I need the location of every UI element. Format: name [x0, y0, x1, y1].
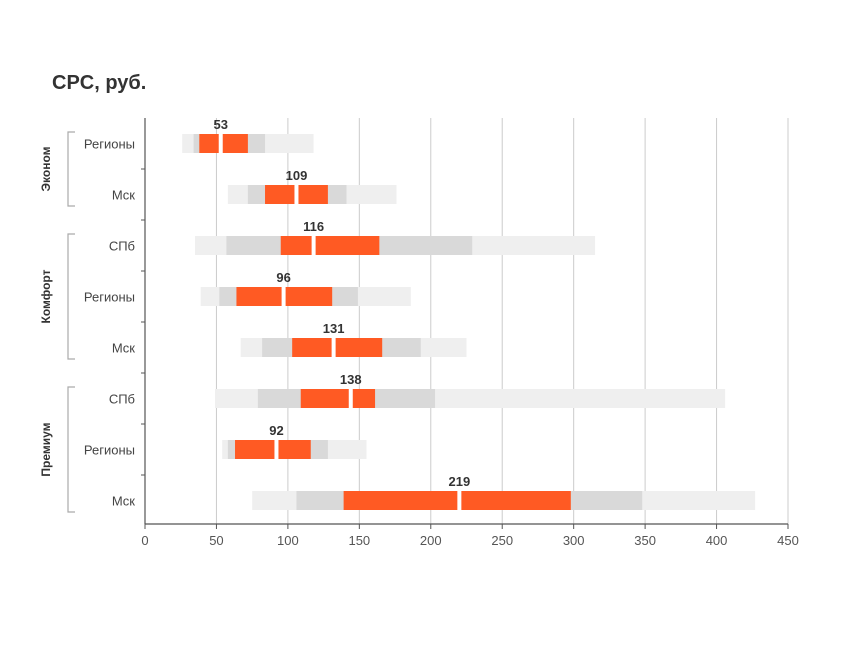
x-tick-label: 150 — [348, 533, 370, 548]
range-bars — [182, 133, 756, 511]
core-range-bar — [235, 440, 311, 459]
median-marker — [294, 184, 299, 205]
median-marker — [348, 388, 353, 409]
x-tick-label: 300 — [563, 533, 585, 548]
median-value-label: 138 — [340, 372, 362, 387]
x-tick-label: 400 — [706, 533, 728, 548]
row-label: Регионы — [84, 137, 135, 152]
median-marker — [311, 235, 316, 256]
x-tick-label: 350 — [634, 533, 656, 548]
x-tick-label: 250 — [491, 533, 513, 548]
core-range-bar — [300, 389, 376, 408]
core-range-bar — [292, 338, 383, 357]
labels: 0 50 100 150 200 250 300 350 400 450 53 Регионы 109 М… — [39, 117, 799, 548]
median-marker — [457, 490, 462, 511]
group-bracket — [67, 386, 75, 513]
group-bracket — [67, 233, 75, 360]
median-marker — [274, 439, 279, 460]
core-range-bar — [280, 236, 380, 255]
median-value-label: 116 — [303, 219, 324, 234]
row-label: Мск — [112, 188, 135, 203]
x-tick-label: 50 — [209, 533, 223, 548]
x-tick-label: 200 — [420, 533, 442, 548]
median-value-label: 131 — [323, 321, 345, 336]
median-value-label: 92 — [269, 423, 283, 438]
group-label: Комфорт — [39, 269, 53, 323]
median-marker — [218, 133, 223, 154]
row-label: Мск — [112, 341, 135, 356]
median-marker — [281, 286, 286, 307]
median-value-label: 109 — [286, 168, 308, 183]
chart-title: CPC, руб. — [52, 72, 147, 94]
axes — [67, 118, 789, 529]
group-label: Премиум — [39, 422, 53, 476]
core-range-bar — [199, 134, 248, 153]
row-label: Регионы — [84, 443, 135, 458]
group-label: Эконом — [39, 146, 53, 191]
row-label: Мск — [112, 494, 135, 509]
median-value-label: 53 — [213, 117, 227, 132]
row-label: Регионы — [84, 290, 135, 305]
x-tick-label: 0 — [141, 533, 148, 548]
median-value-label: 96 — [276, 270, 290, 285]
x-tick-label: 450 — [777, 533, 799, 548]
median-value-label: 219 — [449, 474, 471, 489]
row-label: СПб — [109, 392, 135, 407]
row-label: СПб — [109, 239, 135, 254]
group-bracket — [67, 131, 75, 207]
core-range-bar — [343, 491, 571, 510]
x-tick-label: 100 — [277, 533, 299, 548]
median-marker — [331, 337, 336, 358]
